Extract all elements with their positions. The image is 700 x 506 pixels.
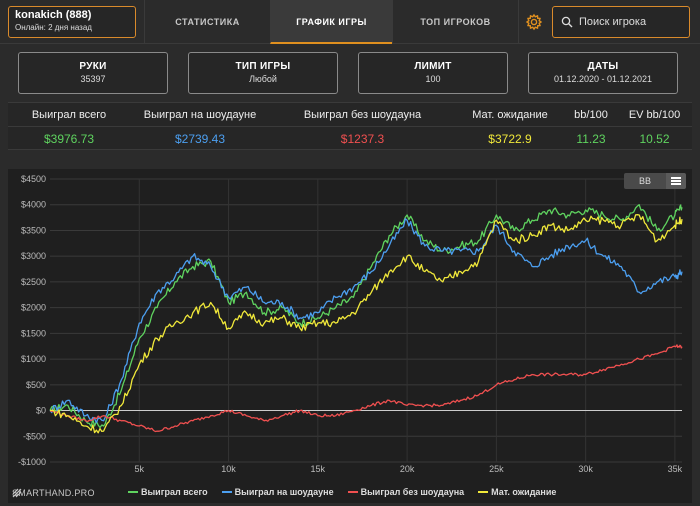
y-tick-label: $3000 [21, 251, 46, 261]
tab-game-chart[interactable]: ГРАФИК ИГРЫ [270, 0, 392, 44]
stat-label: Выиграл без шоудауна [270, 103, 455, 127]
stat-label: Мат. ожидание [455, 103, 565, 127]
stat-value: $2739.43 [174, 132, 226, 146]
legend-item-showdown[interactable]: Выиграл на шоудауне [221, 487, 334, 497]
legend-label: Мат. ожидание [491, 487, 557, 497]
y-tick-label: $4000 [21, 200, 46, 210]
filter-hands-value: 35397 [80, 74, 106, 84]
stat-non-showdown-won: Выиграл без шоудауна $1237.3 [270, 103, 455, 151]
x-tick-label: 20k [400, 464, 415, 474]
stats-table: Выиграл всего $3976.73 Выиграл на шоудау… [8, 102, 692, 150]
x-tick-label: 30k [578, 464, 593, 474]
series-line-total [49, 204, 683, 429]
x-tick-label: 15k [311, 464, 326, 474]
player-name: konakich (888) [15, 9, 92, 21]
legend-label: Выиграл без шоудауна [360, 487, 465, 497]
filter-game-type-value: Любой [249, 74, 277, 84]
chart-plot: -$1000 -$500 $0 $500 $1000 $1500 $2000 $2500 $30… [18, 174, 683, 474]
filter-dates-title: ДАТЫ [587, 61, 619, 72]
player-status: Онлайн: 2 дня назад [15, 23, 92, 32]
search-input[interactable] [579, 16, 679, 28]
y-tick-label: $0 [36, 406, 46, 416]
y-tick-label: $2500 [21, 277, 46, 287]
stat-value: 10.52 [639, 132, 670, 146]
search-icon [561, 16, 573, 28]
profile-card[interactable]: konakich (888) Онлайн: 2 дня назад [8, 6, 136, 38]
menu-icon [671, 177, 681, 179]
stat-expectation: Мат. ожидание $3722.9 [455, 103, 565, 151]
filter-dates-value: 01.12.2020 - 01.12.2021 [553, 74, 653, 84]
filter-dates[interactable]: ДАТЫ 01.12.2020 - 01.12.2021 [528, 52, 678, 94]
y-tick-label: $3500 [21, 225, 46, 235]
legend-label: Выиграл всего [141, 487, 208, 497]
brand-icon [12, 488, 22, 498]
filter-limit-value: 100 [425, 74, 441, 84]
tab-top-players[interactable]: ТОП ИГРОКОВ [392, 0, 518, 44]
x-tick-label: 10k [221, 464, 236, 474]
stat-ev-bb100: EV bb/100 10.52 [617, 103, 692, 151]
stat-label: Выиграл на шоудауне [130, 103, 270, 127]
x-tick-label: 5k [135, 464, 145, 474]
chart-legend: Выиграл всего Выиграл на шоудауне Выигра… [128, 487, 570, 497]
y-tick-label: $1500 [21, 328, 46, 338]
stat-value: 11.23 [576, 132, 606, 146]
filter-limit[interactable]: ЛИМИТ 100 [358, 52, 508, 94]
settings-button[interactable] [518, 0, 548, 44]
chart-menu-button[interactable] [666, 173, 686, 189]
y-tick-label: $2000 [21, 303, 46, 313]
series-line-expectation [49, 214, 683, 434]
top-nav: konakich (888) Онлайн: 2 дня назад СТАТИ… [0, 0, 700, 44]
stat-bb100: bb/100 11.23 [565, 103, 617, 151]
stat-label: Выиграл всего [8, 103, 130, 127]
y-tick-label: $1000 [21, 354, 46, 364]
y-tick-label: $4500 [21, 174, 46, 184]
tab-statistics[interactable]: СТАТИСТИКА [144, 0, 270, 44]
filter-game-type-title: ТИП ИГРЫ [235, 61, 291, 72]
brand-logo: SMARTHAND.PRO [12, 488, 95, 498]
filter-limit-title: ЛИМИТ [414, 61, 452, 72]
brand-name: SMARTHAND.PRO [12, 488, 95, 498]
stat-value: $3976.73 [43, 132, 95, 146]
winnings-chart: -$1000 -$500 $0 $500 $1000 $1500 $2000 $2500 $30… [8, 169, 692, 503]
legend-item-expectation[interactable]: Мат. ожидание [478, 487, 556, 497]
player-search[interactable] [552, 6, 690, 38]
stat-label: bb/100 [565, 103, 617, 127]
stat-label: EV bb/100 [617, 103, 692, 127]
series-line-showdown [49, 218, 683, 424]
bb-toggle-button[interactable]: BB [624, 173, 666, 189]
gear-icon [525, 13, 543, 31]
series-line-non-showdown [49, 344, 683, 433]
stat-value: $3722.9 [488, 132, 532, 146]
stat-total-won: Выиграл всего $3976.73 [8, 103, 130, 151]
stat-showdown-won: Выиграл на шоудауне $2739.43 [130, 103, 270, 151]
filter-hands-title: РУКИ [79, 61, 107, 72]
filter-hands[interactable]: РУКИ 35397 [18, 52, 168, 94]
legend-label: Выиграл на шоудауне [234, 487, 334, 497]
legend-item-total[interactable]: Выиграл всего [128, 487, 208, 497]
stat-value: $1237.3 [340, 132, 385, 146]
y-tick-label: -$1000 [18, 457, 46, 467]
legend-item-non-showdown[interactable]: Выиграл без шоудауна [347, 487, 465, 497]
x-tick-label: 35k [668, 464, 683, 474]
y-tick-label: $500 [26, 380, 46, 390]
y-tick-label: -$500 [23, 431, 46, 441]
x-tick-label: 25k [489, 464, 504, 474]
filter-game-type[interactable]: ТИП ИГРЫ Любой [188, 52, 338, 94]
